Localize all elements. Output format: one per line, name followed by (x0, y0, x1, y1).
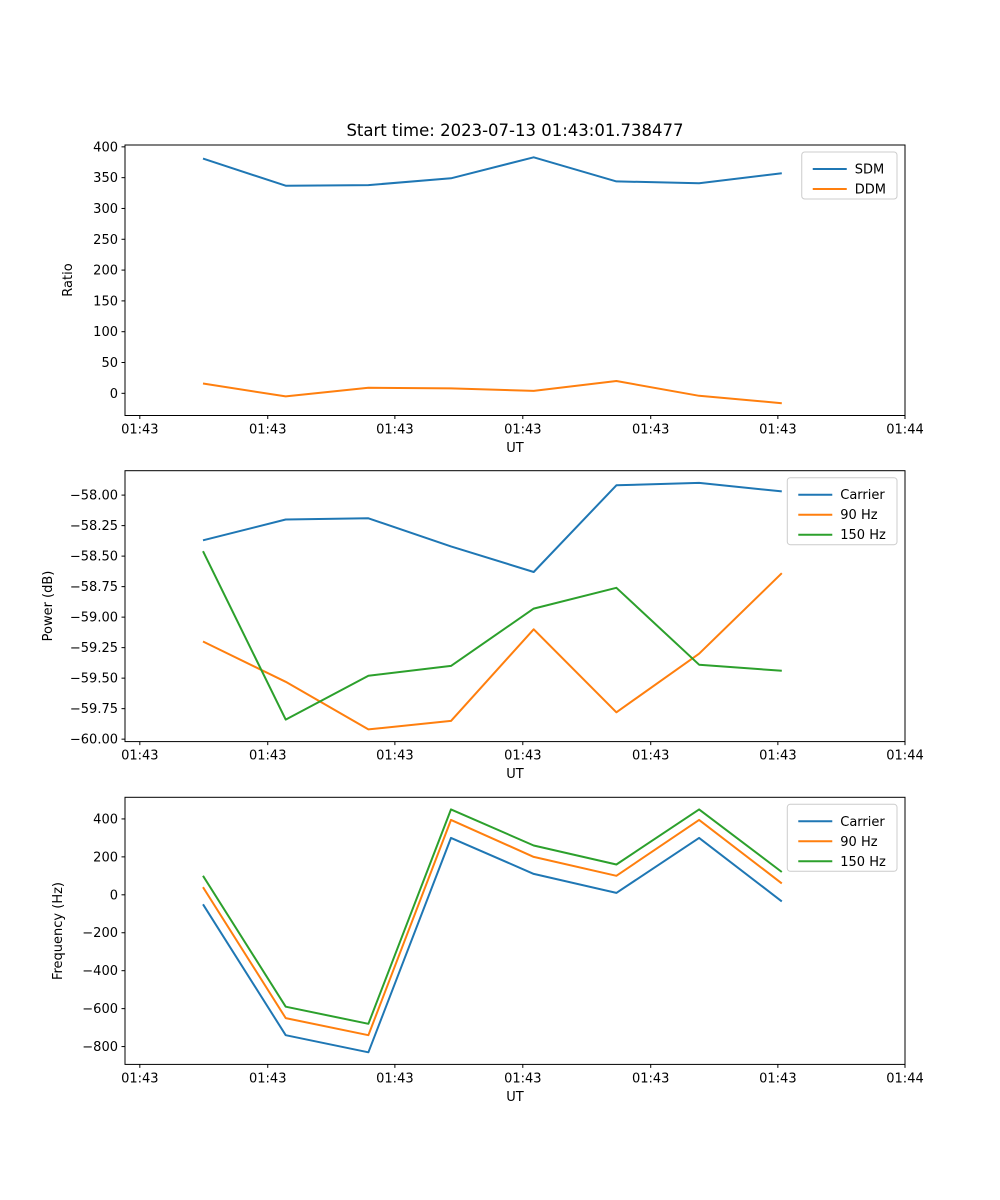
chart-ratio: 0 50 100 150 200 250 300 350 400 01:43 01:43 01:43 0… (93, 140, 924, 437)
y-tick-label: 350 (93, 171, 118, 186)
x-tick-label: 01:44 (886, 423, 923, 438)
legend: Carrier 90 Hz 150 Hz (786, 477, 898, 546)
axes-spines (124, 796, 906, 1065)
x-tick-label: 01:44 (886, 1071, 923, 1086)
x-tick-label: 01:43 (504, 423, 541, 438)
y-tick-label: −200 (82, 926, 118, 941)
x-tick-label: 01:43 (249, 423, 286, 438)
x-tick-label: 01:43 (504, 749, 541, 764)
legend: SDM DDM (801, 151, 898, 200)
series-line-carrier (202, 481, 782, 573)
power-axis-label: Power (dB) (41, 571, 56, 642)
y-tick-label: −60.00 (70, 733, 118, 748)
y-tick-label: 0 (110, 387, 118, 402)
legend-label: DDM (855, 183, 886, 198)
x-tick-label: 01:43 (759, 749, 796, 764)
x-tick-label: 01:43 (121, 423, 158, 438)
legend-item-90-hz: 90 Hz (798, 835, 878, 850)
plots-group: 0 50 100 150 200 250 300 350 400 01:43 01:43 01:43 0… (70, 140, 924, 1086)
y-tick-label: −59.25 (70, 641, 118, 656)
legend-label: SDM (855, 163, 884, 178)
x-tick-label: 01:43 (376, 423, 413, 438)
x-tick-label: 01:43 (376, 1071, 413, 1086)
y-tick-label: −800 (82, 1040, 118, 1055)
x-tick-label: 01:43 (759, 1071, 796, 1086)
legend-item-90-hz: 90 Hz (798, 508, 878, 523)
series-line-150-hz (202, 550, 782, 721)
y-tick-label: 200 (93, 264, 118, 279)
y-tick-label: 200 (93, 850, 118, 865)
x-tick-label: 01:43 (121, 749, 158, 764)
x-tick-label: 01:44 (886, 749, 923, 764)
x-tick-label: 01:43 (121, 1071, 158, 1086)
legend-item-150-hz: 150 Hz (798, 528, 886, 543)
axes-spines (124, 470, 906, 743)
y-tick-label: 150 (93, 294, 118, 309)
ratio-axis-label: Ratio (61, 263, 76, 296)
x-tick-label: 01:43 (376, 749, 413, 764)
x-tick-label: 01:43 (632, 1071, 669, 1086)
legend-item-sdm: SDM (812, 163, 884, 178)
y-tick-label: 250 (93, 233, 118, 248)
legend-label: 90 Hz (840, 508, 877, 523)
y-tick-label: −58.75 (70, 580, 118, 595)
series-line-90-hz (202, 572, 783, 731)
x-tick-label: 01:43 (632, 749, 669, 764)
y-tick-label: 300 (93, 202, 118, 217)
figure-title: Start time: 2023-07-13 01:43:01.738477 (346, 121, 683, 140)
legend-label: Carrier (840, 815, 885, 830)
legend-item-carrier: Carrier (798, 815, 885, 830)
ut-axis-label-middle: UT (506, 767, 524, 782)
legend-box (801, 151, 898, 200)
legend-item-ddm: DDM (812, 183, 886, 198)
legend: Carrier 90 Hz 150 Hz (786, 803, 898, 872)
y-tick-label: 0 (110, 888, 118, 903)
chart-power-db-: −60.00 −59.75 −59.50 −59.25 −59.00 −58.75 −58.… (70, 470, 924, 764)
legend-label: 90 Hz (840, 835, 877, 850)
y-tick-label: −59.00 (70, 611, 118, 626)
series-line-carrier (202, 836, 783, 1054)
x-tick-label: 01:43 (249, 1071, 286, 1086)
y-tick-label: −600 (82, 1002, 118, 1017)
series-line-150-hz (202, 808, 783, 1025)
y-tick-label: −400 (82, 964, 118, 979)
axes-spines (124, 144, 906, 416)
y-tick-label: −58.50 (70, 550, 118, 565)
x-tick-label: 01:43 (249, 749, 286, 764)
legend-label: Carrier (840, 488, 885, 503)
y-tick-label: 100 (93, 325, 118, 340)
y-tick-label: 400 (93, 812, 118, 827)
series-line-ddm (202, 380, 782, 405)
legend-label: 150 Hz (840, 855, 886, 870)
series-line-sdm (202, 156, 782, 187)
y-tick-label: 50 (101, 356, 118, 371)
y-tick-label: −59.75 (70, 702, 118, 717)
ut-axis-label-bottom: UT (506, 1090, 524, 1105)
y-tick-label: −59.50 (70, 672, 118, 687)
ut-axis-label-top: UT (506, 441, 524, 456)
legend-item-150-hz: 150 Hz (798, 855, 886, 870)
chart-frequency-hz-: −800 −600 −400 −200 0 200 400 01:43 01:43 01:43 01… (82, 796, 924, 1086)
y-tick-label: −58.25 (70, 519, 118, 534)
x-tick-label: 01:43 (759, 423, 796, 438)
y-tick-label: 400 (93, 140, 118, 155)
frequency-axis-label: Frequency (Hz) (51, 882, 66, 980)
series-line-90-hz (202, 818, 783, 1037)
x-tick-label: 01:43 (632, 423, 669, 438)
legend-label: 150 Hz (840, 528, 886, 543)
legend-item-carrier: Carrier (798, 488, 885, 503)
x-tick-label: 01:43 (504, 1071, 541, 1086)
y-tick-label: −58.00 (70, 489, 118, 504)
